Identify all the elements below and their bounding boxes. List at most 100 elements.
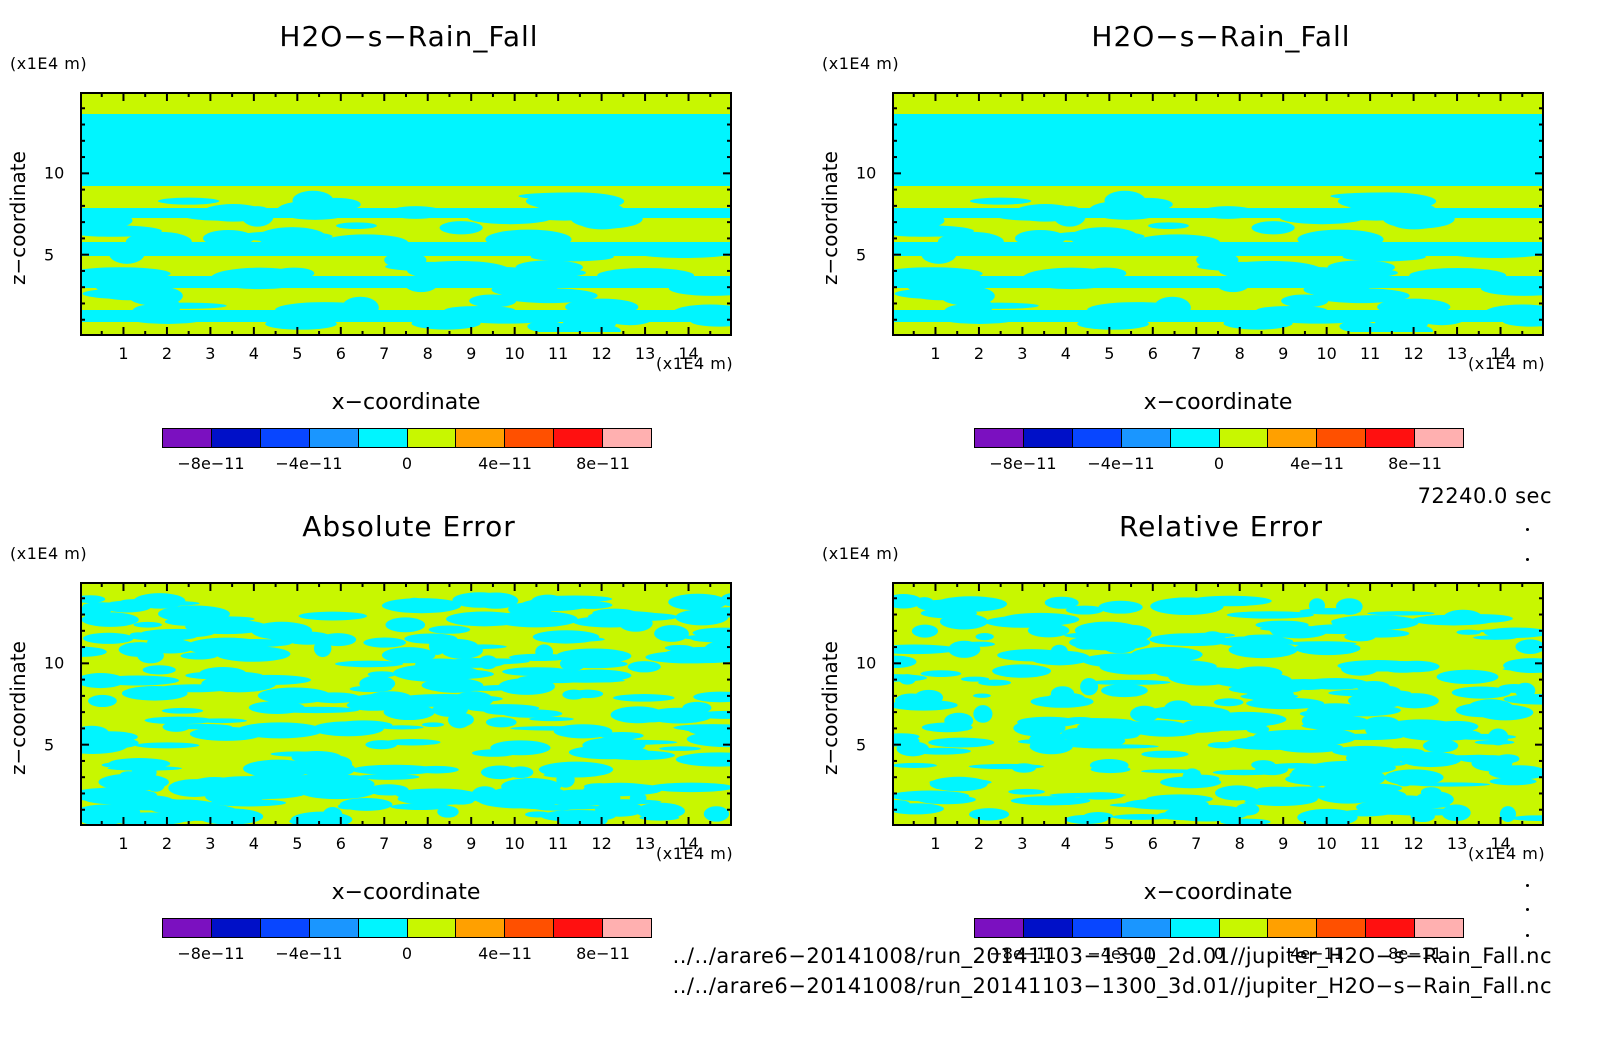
colorbar-swatch bbox=[358, 429, 408, 447]
cyan-blob bbox=[570, 813, 594, 824]
cyan-blob bbox=[664, 644, 694, 651]
cyan-blob bbox=[471, 790, 498, 795]
cyan-blob bbox=[1085, 267, 1127, 280]
cyan-blob bbox=[635, 247, 730, 258]
cyan-blob bbox=[228, 674, 312, 685]
cyan-blob bbox=[498, 678, 555, 695]
cyan-blob bbox=[185, 637, 268, 656]
time-label: 72240.0 sec bbox=[1417, 484, 1552, 508]
cyan-blob bbox=[144, 716, 213, 725]
cyan-blob bbox=[1077, 719, 1150, 735]
x-tick-label: 5 bbox=[292, 834, 303, 853]
colorbar-tick-label: −8e−11 bbox=[177, 944, 245, 963]
cyan-blob bbox=[257, 687, 331, 704]
marker-dot bbox=[1526, 934, 1529, 937]
cyan-blob bbox=[654, 625, 689, 642]
y-unit-label: (x1E4 m) bbox=[822, 54, 900, 73]
cyan-blob bbox=[944, 304, 977, 319]
cyan-blob bbox=[688, 724, 730, 736]
cyan-blob bbox=[992, 664, 1052, 678]
colorbar-tick-label: 0 bbox=[1213, 454, 1225, 473]
x-tick-label: 9 bbox=[466, 834, 477, 853]
cyan-blob bbox=[1306, 772, 1326, 788]
cyan-blob bbox=[292, 190, 334, 211]
cyan-blob bbox=[894, 225, 974, 237]
y-tick-label: 5 bbox=[856, 735, 867, 755]
cyan-blob bbox=[493, 610, 578, 628]
cyan-blob bbox=[284, 235, 310, 246]
cyan-blob bbox=[1496, 754, 1520, 764]
cyan-blob bbox=[1502, 316, 1542, 327]
x-tick-label: 6 bbox=[1147, 344, 1158, 363]
cyan-blob bbox=[1382, 209, 1455, 229]
cyan-blob bbox=[592, 608, 637, 618]
x-unit-label: (x1E4 m) bbox=[656, 844, 734, 863]
cyan-blob bbox=[894, 211, 945, 230]
cyan-blob bbox=[185, 619, 268, 635]
colorbar-swatch bbox=[1268, 429, 1318, 447]
cyan-blob bbox=[1199, 206, 1257, 219]
y-tick-label: 5 bbox=[856, 245, 867, 265]
cyan-blob bbox=[491, 282, 557, 297]
cyan-blob bbox=[485, 717, 517, 728]
cyan-blob bbox=[572, 616, 647, 628]
y-axis-label: z−coordinate bbox=[6, 151, 30, 285]
x-tick-label: 2 bbox=[161, 834, 173, 853]
cyan-blob bbox=[1087, 302, 1187, 318]
x-tick-label: 12 bbox=[591, 834, 612, 853]
cyan-blob bbox=[1277, 742, 1343, 753]
cyan-blob bbox=[519, 805, 605, 810]
cyan-blob bbox=[529, 716, 574, 722]
colorbar-swatch bbox=[975, 429, 1024, 447]
cyan-blob bbox=[1223, 317, 1293, 330]
colorbar-tick-label: 8e−11 bbox=[576, 454, 630, 473]
x-tick-label: 10 bbox=[504, 344, 525, 363]
panel-title: Relative Error bbox=[1118, 510, 1324, 543]
tick-marks bbox=[892, 582, 1544, 826]
cyan-blob bbox=[1015, 229, 1066, 247]
cyan-blob bbox=[1164, 700, 1193, 718]
y-axis-label: z−coordinate bbox=[818, 641, 842, 775]
cyan-blob bbox=[423, 699, 473, 705]
cyan-blob bbox=[1451, 686, 1511, 699]
cyan-blob bbox=[915, 597, 934, 608]
cyan-blob bbox=[920, 670, 962, 678]
cyan-blob bbox=[404, 275, 438, 293]
cyan-blob bbox=[123, 280, 184, 289]
cyan-blob bbox=[1352, 629, 1410, 638]
tick-marks bbox=[80, 582, 732, 826]
cyan-blob bbox=[381, 647, 436, 664]
cyan-blob bbox=[944, 712, 974, 730]
cyan-blob bbox=[1212, 769, 1276, 776]
x-tick-label: 10 bbox=[1316, 344, 1337, 363]
cyan-blob bbox=[137, 647, 164, 664]
x-tick-label: 14 bbox=[1490, 834, 1511, 853]
cyan-blob bbox=[1213, 698, 1244, 707]
colorbar-tick-label: 4e−11 bbox=[1290, 944, 1344, 963]
cyan-blob bbox=[1306, 703, 1364, 719]
cyan-blob bbox=[437, 805, 459, 818]
cyan-blob bbox=[393, 664, 480, 682]
colorbar-swatch bbox=[1023, 919, 1073, 937]
colorbar-swatch bbox=[505, 429, 555, 447]
cyan-blob bbox=[1273, 626, 1304, 637]
colorbar-tick-label: 8e−11 bbox=[576, 944, 630, 963]
x-tick-label: 6 bbox=[335, 344, 346, 363]
x-tick-label: 6 bbox=[1147, 834, 1158, 853]
colorbar-swatch bbox=[1366, 919, 1416, 937]
x-tick-label: 2 bbox=[973, 344, 985, 363]
colorbar-tick-label: −8e−11 bbox=[989, 454, 1057, 473]
tick-marks bbox=[892, 92, 1544, 336]
cyan-blob bbox=[985, 615, 1062, 628]
cyan-blob bbox=[645, 650, 730, 664]
cyan-blob bbox=[1251, 760, 1276, 770]
colorbar-swatch bbox=[358, 919, 408, 937]
colorbar-swatch bbox=[1023, 429, 1073, 447]
x-axis-label: x−coordinate bbox=[1143, 390, 1293, 415]
cyan-blob bbox=[132, 304, 165, 319]
cyan-blob bbox=[1484, 627, 1542, 638]
cyan-blob bbox=[421, 722, 445, 728]
cyan-blob bbox=[1340, 661, 1379, 676]
cyan-blob bbox=[556, 771, 575, 788]
x-tick-label: 12 bbox=[591, 344, 612, 363]
